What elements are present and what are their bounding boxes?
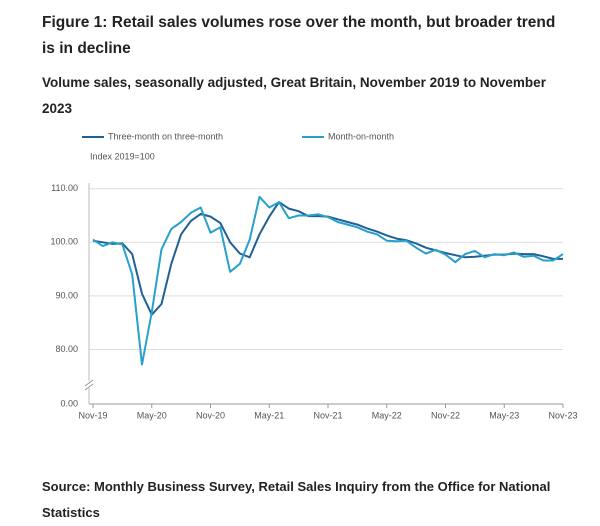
- y-tick-label: 80.00: [55, 344, 78, 354]
- x-tick-label: May-22: [372, 410, 402, 420]
- axis-break: [84, 379, 94, 387]
- source-note: Source: Monthly Business Survey, Retail …: [42, 479, 551, 520]
- axis-break-gap: [84, 381, 94, 388]
- x-tick-label: Nov-19: [78, 410, 107, 420]
- x-tick-label: Nov-20: [196, 410, 225, 420]
- y-axis-label: Index 2019=100: [90, 151, 155, 161]
- axis-break: [84, 383, 94, 391]
- y-tick-label: 100.00: [50, 237, 78, 247]
- legend-label: Month-on-month: [328, 131, 394, 141]
- chart-subtitle: Volume sales, seasonally adjusted, Great…: [42, 75, 546, 116]
- x-tick-label: Nov-23: [548, 410, 577, 420]
- y-tick-label: 90.00: [55, 290, 78, 300]
- series-line: [92, 201, 563, 316]
- chart-title: Figure 1: Retail sales volumes rose over…: [42, 14, 556, 57]
- x-tick-label: May-21: [254, 410, 284, 420]
- x-tick-label: May-23: [489, 410, 519, 420]
- y-tick-label: 0.00: [60, 398, 78, 408]
- x-tick-label: May-20: [137, 410, 167, 420]
- y-tick-label: 110.00: [51, 183, 78, 193]
- x-tick-label: Nov-21: [313, 410, 342, 420]
- x-tick-label: Nov-22: [431, 410, 460, 420]
- legend-label: Three-month on three-month: [108, 131, 223, 141]
- series-line: [92, 195, 564, 366]
